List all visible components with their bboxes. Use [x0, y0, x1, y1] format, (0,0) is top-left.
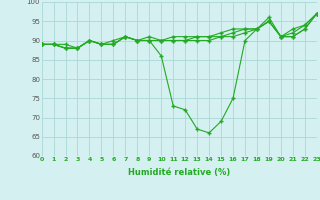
X-axis label: Humidité relative (%): Humidité relative (%): [128, 168, 230, 177]
